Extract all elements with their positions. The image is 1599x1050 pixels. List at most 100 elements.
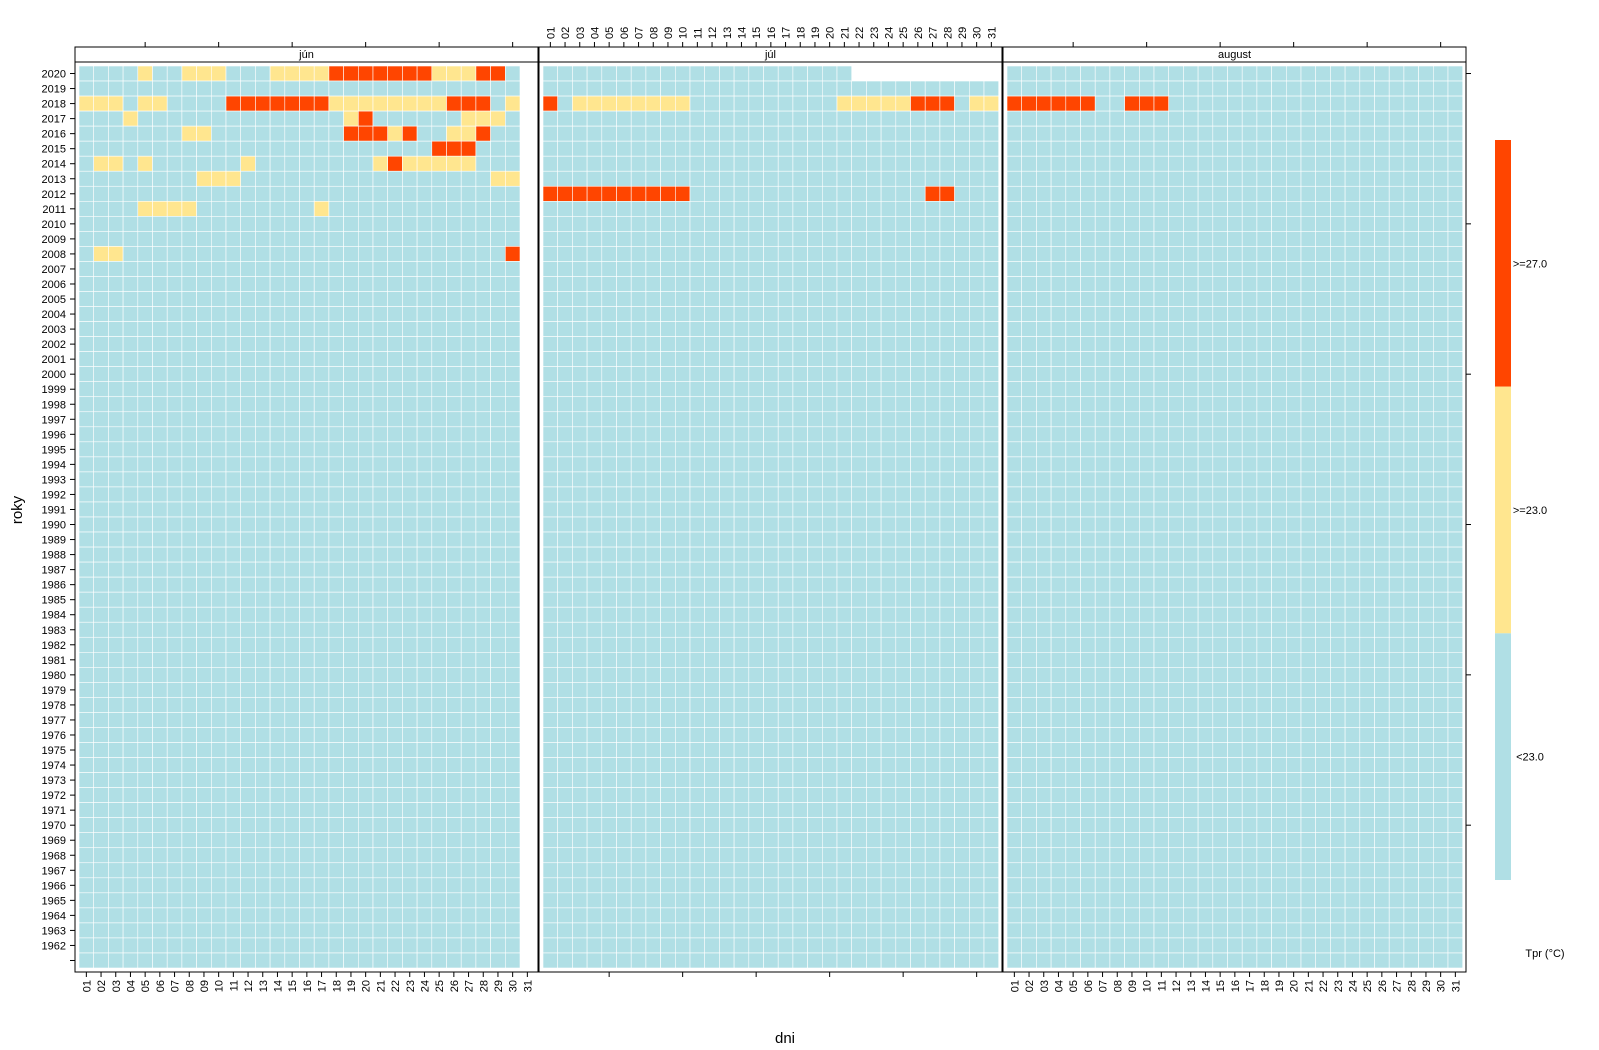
heatmap-cell <box>674 847 691 864</box>
heatmap-cell <box>1094 501 1111 518</box>
heatmap-cell <box>1227 667 1243 683</box>
heatmap-cell <box>269 456 286 473</box>
heatmap-cell <box>777 140 794 157</box>
heatmap-cell <box>1403 561 1419 578</box>
heatmap-cell <box>284 847 300 864</box>
heatmap-cell <box>1359 306 1375 322</box>
heatmap-cell <box>1447 381 1463 398</box>
heatmap-cell <box>1418 667 1434 683</box>
heatmap-cell <box>674 697 691 713</box>
heatmap-cell <box>689 456 705 473</box>
heatmap-cell <box>645 80 661 97</box>
heatmap-cell <box>719 576 735 593</box>
heatmap-cell <box>674 321 691 337</box>
heatmap-cell <box>645 727 661 743</box>
heatmap-cell <box>1168 261 1184 277</box>
heatmap-cell <box>895 802 911 818</box>
heatmap-cell <box>1330 697 1346 713</box>
heatmap-cell <box>78 892 94 909</box>
heatmap-cell <box>807 531 823 548</box>
heatmap-cell <box>1315 426 1331 443</box>
heatmap-cell <box>1374 516 1390 533</box>
heatmap-cell <box>1109 95 1125 112</box>
heatmap-cell <box>1006 636 1022 653</box>
heatmap-cell <box>152 291 168 307</box>
heatmap-cell <box>910 576 926 593</box>
heatmap-cell <box>1212 606 1228 623</box>
heatmap-cell <box>557 155 573 172</box>
heatmap-cell <box>1080 155 1096 172</box>
heatmap-cell <box>572 727 588 743</box>
heatmap-cell <box>1388 65 1405 82</box>
heatmap-cell <box>211 381 227 398</box>
heatmap-cell <box>490 561 506 578</box>
heatmap-cell <box>490 937 506 954</box>
heatmap-cell <box>284 351 300 367</box>
heatmap-cell <box>1344 185 1361 202</box>
heatmap-cell <box>328 336 344 352</box>
heatmap-cell <box>939 321 955 337</box>
heatmap-cell <box>402 426 418 443</box>
heatmap-cell <box>939 952 955 969</box>
heatmap-cell <box>557 787 573 803</box>
heatmap-cell <box>807 411 823 428</box>
heatmap-cell <box>93 336 109 352</box>
heatmap-cell <box>542 486 558 503</box>
heatmap-cell <box>1241 246 1258 262</box>
heatmap-cell <box>821 351 838 367</box>
heatmap-cell <box>851 276 867 292</box>
heatmap-cell <box>1212 125 1228 142</box>
heatmap-cell <box>586 321 603 337</box>
heatmap-cell <box>108 125 124 142</box>
heatmap-cell <box>1153 246 1169 262</box>
heatmap-cell <box>601 246 617 262</box>
heatmap-cell <box>542 336 558 352</box>
heatmap-cell <box>821 95 838 112</box>
heatmap-cell <box>748 336 764 352</box>
heatmap-cell <box>689 576 705 593</box>
heatmap-cell <box>240 757 256 773</box>
heatmap-cell <box>416 727 433 743</box>
heatmap-cell <box>1197 606 1214 623</box>
heatmap-cell <box>1418 125 1434 142</box>
heatmap-cell <box>255 351 271 367</box>
heatmap-cell <box>387 787 403 803</box>
heatmap-cell <box>93 847 109 864</box>
heatmap-cell <box>108 817 124 833</box>
heatmap-cell <box>880 201 897 217</box>
heatmap-cell <box>866 907 882 924</box>
heatmap-cell <box>490 351 506 367</box>
heatmap-cell <box>328 441 344 458</box>
heatmap-cell <box>504 877 521 894</box>
heatmap-cell <box>586 246 603 262</box>
heatmap-cell <box>674 95 691 112</box>
heatmap-cell <box>954 185 970 202</box>
heatmap-cell <box>78 862 94 879</box>
heatmap-cell <box>1300 501 1316 518</box>
heatmap-cell <box>851 546 867 563</box>
heatmap-cell <box>1403 471 1419 488</box>
heatmap-cell <box>108 276 124 292</box>
heatmap-cell <box>299 125 315 142</box>
heatmap-cell <box>1330 336 1346 352</box>
heatmap-cell <box>1021 80 1037 97</box>
heatmap-cell <box>910 862 926 879</box>
heatmap-cell <box>490 231 506 247</box>
heatmap-cell <box>1183 140 1199 157</box>
heatmap-cell <box>572 456 588 473</box>
heatmap-cell <box>968 125 985 142</box>
heatmap-cell <box>1241 381 1258 398</box>
heatmap-cell <box>645 125 661 142</box>
heatmap-cell <box>939 261 955 277</box>
heatmap-cell <box>1271 531 1287 548</box>
heatmap-cell <box>475 651 491 668</box>
heatmap-cell <box>504 486 521 503</box>
heatmap-cell <box>586 110 603 127</box>
heatmap-cell <box>255 772 271 788</box>
heatmap-cell <box>1094 170 1111 187</box>
heatmap-cell <box>924 351 941 367</box>
heatmap-cell <box>1388 456 1405 473</box>
heatmap-cell <box>1227 321 1243 337</box>
heatmap-cell <box>557 306 573 322</box>
heatmap-cell <box>357 712 374 728</box>
